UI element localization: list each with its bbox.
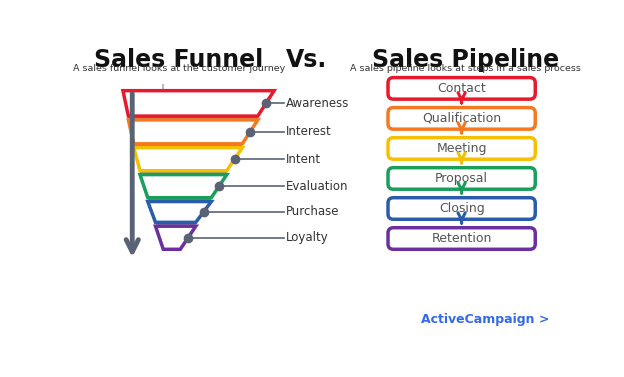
Text: Retention: Retention bbox=[431, 232, 492, 245]
Polygon shape bbox=[134, 144, 242, 148]
FancyBboxPatch shape bbox=[388, 168, 535, 189]
FancyBboxPatch shape bbox=[388, 107, 535, 129]
Text: Sales Pipeline: Sales Pipeline bbox=[372, 48, 559, 72]
FancyBboxPatch shape bbox=[388, 198, 535, 219]
Text: Qualification: Qualification bbox=[422, 112, 501, 125]
FancyBboxPatch shape bbox=[388, 228, 535, 249]
Polygon shape bbox=[155, 222, 196, 226]
Polygon shape bbox=[148, 202, 212, 222]
Polygon shape bbox=[123, 91, 274, 116]
Text: Loyalty: Loyalty bbox=[286, 231, 328, 244]
FancyBboxPatch shape bbox=[388, 138, 535, 159]
Text: Meeting: Meeting bbox=[436, 142, 487, 155]
Text: Sales Funnel: Sales Funnel bbox=[94, 48, 263, 72]
Text: Vs.: Vs. bbox=[286, 48, 327, 72]
Polygon shape bbox=[148, 198, 212, 202]
Text: ActiveCampaign >: ActiveCampaign > bbox=[421, 313, 549, 326]
Text: Awareness: Awareness bbox=[286, 97, 349, 110]
Polygon shape bbox=[140, 171, 227, 175]
Polygon shape bbox=[129, 116, 258, 120]
Text: Interest: Interest bbox=[286, 126, 331, 138]
Text: Contact: Contact bbox=[437, 82, 486, 95]
Polygon shape bbox=[140, 175, 227, 198]
Text: Closing: Closing bbox=[439, 202, 484, 215]
Text: A sales funnel looks at the customer journey: A sales funnel looks at the customer jou… bbox=[72, 64, 285, 74]
Polygon shape bbox=[134, 148, 242, 171]
Text: Purchase: Purchase bbox=[286, 205, 339, 218]
Text: Intent: Intent bbox=[286, 153, 321, 166]
FancyBboxPatch shape bbox=[388, 78, 535, 99]
Text: A sales pipeline looks at steps in a sales process: A sales pipeline looks at steps in a sal… bbox=[350, 64, 581, 74]
Polygon shape bbox=[155, 226, 196, 249]
Polygon shape bbox=[129, 120, 258, 144]
Text: Evaluation: Evaluation bbox=[286, 180, 348, 193]
Text: Proposal: Proposal bbox=[435, 172, 488, 185]
